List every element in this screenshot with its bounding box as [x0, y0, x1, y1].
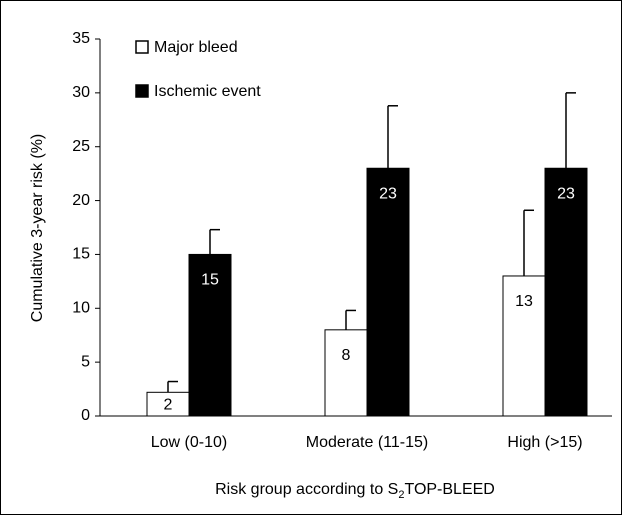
x-tick-label: Moderate (11-15): [306, 434, 428, 451]
legend-label: Ischemic event: [154, 83, 261, 100]
value-label: 13: [515, 293, 533, 310]
bar: [366, 167, 410, 417]
value-label: 23: [379, 185, 397, 202]
x-label-text: Risk group according to S: [215, 481, 398, 498]
y-tick-label: 0: [81, 407, 90, 424]
x-tick-label: High (>15): [507, 434, 582, 451]
y-tick-label: 20: [72, 192, 90, 209]
y-axis-label: Cumulative 3-year risk (%): [29, 134, 46, 322]
x-axis-label: Risk group according to S2TOP-BLEED: [215, 481, 495, 501]
legend-swatch: [135, 40, 149, 54]
x-label-sub: 2: [398, 489, 404, 501]
y-tick-label: 5: [81, 353, 90, 370]
x-tick-label: Low (0-10): [151, 434, 227, 451]
y-tick-label: 35: [72, 30, 90, 47]
legend-label: Major bleed: [154, 39, 238, 56]
bar: [502, 275, 546, 417]
y-tick-label: 15: [72, 246, 90, 263]
x-label-rest: TOP-BLEED: [404, 481, 494, 498]
y-tick-label: 10: [72, 300, 90, 317]
value-label: 8: [342, 347, 351, 364]
legend-swatch: [135, 84, 149, 98]
value-label: 23: [557, 185, 575, 202]
value-label: 2: [164, 396, 173, 413]
y-tick-label: 30: [72, 84, 90, 101]
bar: [324, 329, 368, 417]
bar: [544, 167, 588, 417]
bar: [188, 253, 232, 417]
y-tick-label: 25: [72, 138, 90, 155]
value-label: 15: [201, 272, 219, 289]
